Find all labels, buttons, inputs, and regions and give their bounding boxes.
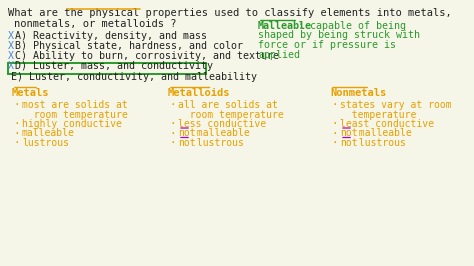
Text: D) Luster, mass, and conductivity: D) Luster, mass, and conductivity	[15, 61, 213, 71]
Text: highly conductive: highly conductive	[22, 119, 122, 129]
Text: ·: ·	[13, 119, 20, 129]
Text: ·: ·	[169, 119, 176, 129]
Text: ·: ·	[13, 138, 20, 148]
Text: Metals: Metals	[12, 88, 49, 98]
Text: force or if pressure is: force or if pressure is	[258, 40, 396, 50]
Text: all are solids at: all are solids at	[178, 100, 278, 110]
Text: applied: applied	[258, 49, 300, 60]
Text: ·: ·	[13, 100, 20, 110]
Text: not: not	[178, 138, 196, 148]
Text: E) Luster, conductivity, and malleability: E) Luster, conductivity, and malleabilit…	[11, 72, 257, 82]
Text: states vary at room: states vary at room	[340, 100, 452, 110]
Text: not: not	[178, 128, 196, 139]
Text: less conductive: less conductive	[178, 119, 266, 129]
Text: X: X	[8, 61, 14, 71]
Text: room temperature: room temperature	[22, 110, 128, 119]
Text: nonmetals, or metalloids ?: nonmetals, or metalloids ?	[14, 19, 176, 29]
Text: ·: ·	[331, 100, 338, 110]
Text: malleable: malleable	[22, 128, 75, 139]
Text: ·: ·	[169, 128, 176, 139]
Text: ·: ·	[13, 128, 20, 139]
Text: malleable: malleable	[191, 128, 250, 139]
Text: Nonmetals: Nonmetals	[330, 88, 386, 98]
Text: C) Ability to burn, corrosivity, and texture: C) Ability to burn, corrosivity, and tex…	[15, 51, 279, 61]
Text: not: not	[340, 138, 357, 148]
Text: Metalloids: Metalloids	[168, 88, 230, 98]
Text: lustrous: lustrous	[191, 138, 244, 148]
Text: ·: ·	[331, 138, 338, 148]
Text: shaped by being struck with: shaped by being struck with	[258, 31, 420, 40]
Text: malleable: malleable	[353, 128, 412, 139]
Text: B) Physical state, hardness, and color: B) Physical state, hardness, and color	[15, 41, 243, 51]
Text: What are the physical properties used to classify elements into metals,: What are the physical properties used to…	[8, 8, 452, 18]
Text: : capable of being: : capable of being	[298, 21, 406, 31]
Text: Malleable: Malleable	[258, 21, 312, 31]
Text: A) Reactivity, density, and mass: A) Reactivity, density, and mass	[15, 31, 207, 41]
Text: X: X	[8, 31, 14, 41]
Text: X: X	[8, 51, 14, 61]
Text: ·: ·	[331, 128, 338, 139]
Text: temperature: temperature	[340, 110, 416, 119]
Text: room temperature: room temperature	[178, 110, 284, 119]
Text: X: X	[8, 41, 14, 51]
Text: ·: ·	[169, 100, 176, 110]
Text: most are solids at: most are solids at	[22, 100, 128, 110]
Text: not: not	[340, 128, 357, 139]
Text: ·: ·	[331, 119, 338, 129]
Text: ·: ·	[169, 138, 176, 148]
Text: lustrous: lustrous	[22, 138, 69, 148]
Text: lustrous: lustrous	[353, 138, 406, 148]
Text: least conductive: least conductive	[340, 119, 434, 129]
